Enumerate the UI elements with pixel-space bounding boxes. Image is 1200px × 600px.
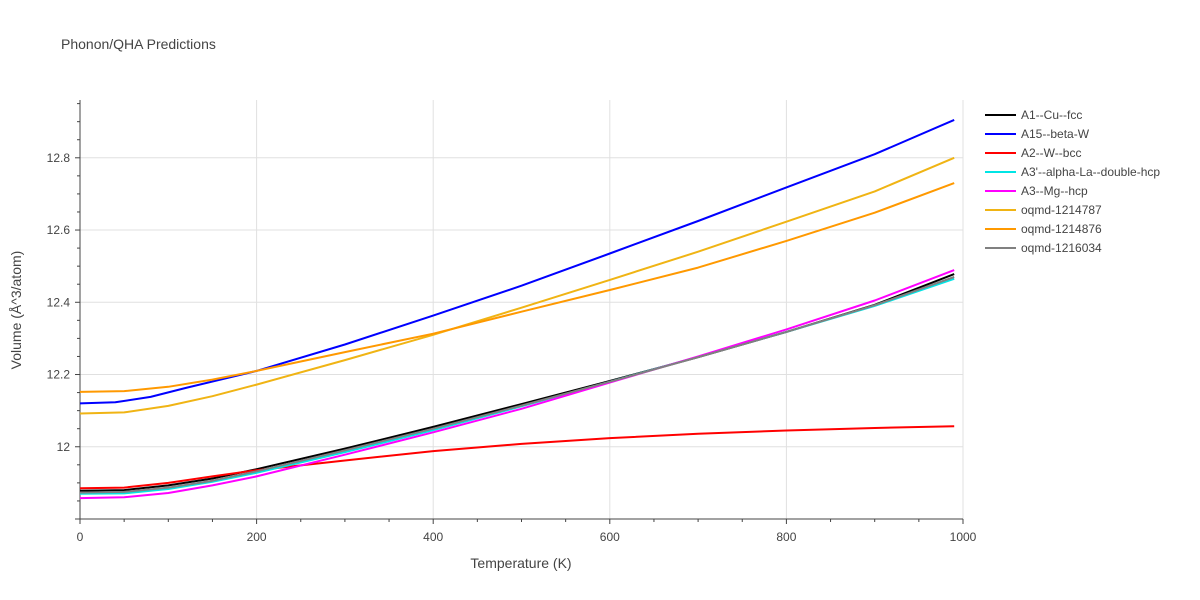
- x-axis-title: Temperature (K): [470, 555, 571, 571]
- legend-label: oqmd-1214787: [1021, 202, 1102, 217]
- y-tick-label: 12.8: [47, 151, 71, 165]
- y-tick-label: 12.6: [47, 223, 71, 237]
- legend-swatch: [985, 151, 1016, 154]
- y-tick-label: 12.2: [47, 368, 71, 382]
- y-axis-title: Volume (Å^3/atom): [8, 251, 24, 370]
- series-line-oqmd-1216034[interactable]: [79, 276, 955, 494]
- legend-swatch: [985, 170, 1016, 173]
- legend-swatch: [985, 113, 1016, 116]
- series-line-oqmd-1214787[interactable]: [79, 156, 955, 415]
- legend-item[interactable]: A2--W--bcc: [985, 143, 1160, 162]
- legend-swatch: [985, 132, 1016, 135]
- legend-label: A15--beta-W: [1021, 126, 1090, 141]
- legend-label: oqmd-1214876: [1021, 221, 1102, 236]
- legend-item[interactable]: oqmd-1214876: [985, 219, 1160, 238]
- legend-item[interactable]: A3'--alpha-La--double-hcp: [985, 162, 1160, 181]
- legend-item[interactable]: A3--Mg--hcp: [985, 181, 1160, 200]
- legend-label: A3'--alpha-La--double-hcp: [1021, 164, 1161, 179]
- x-tick-label: 200: [247, 530, 267, 544]
- series-line-a3-mg-hcp[interactable]: [79, 269, 955, 500]
- x-tick-label: 800: [776, 530, 796, 544]
- legend-item[interactable]: oqmd-1216034: [985, 238, 1160, 257]
- legend-item[interactable]: A15--beta-W: [985, 124, 1160, 143]
- x-tick-label: 400: [423, 530, 443, 544]
- y-tick-label: 12.4: [47, 295, 71, 309]
- legend-label: A1--Cu--fcc: [1021, 107, 1083, 122]
- series-lines: [79, 118, 955, 500]
- legend-swatch: [985, 189, 1016, 192]
- legend-item[interactable]: oqmd-1214787: [985, 200, 1160, 219]
- legend: A1--Cu--fcc A15--beta-W A2--W--bcc A3'--alp…: [985, 105, 1160, 257]
- axes: 0 200 400 600 800 1000 12 12.2 12.4 12.6 12.8: [47, 100, 977, 544]
- legend-swatch: [985, 246, 1016, 249]
- legend-item[interactable]: A1--Cu--fcc: [985, 105, 1160, 124]
- x-tick-label: 0: [77, 530, 84, 544]
- grid: [80, 100, 964, 519]
- chart-title: Phonon/QHA Predictions: [61, 36, 216, 52]
- series-line-a3-alpha-la-double-hcp[interactable]: [79, 277, 955, 495]
- legend-swatch: [985, 227, 1016, 230]
- legend-label: A3--Mg--hcp: [1021, 183, 1088, 198]
- y-tick-label: 12: [57, 440, 71, 454]
- series-line-a15-beta-w[interactable]: [79, 118, 955, 405]
- series-line-a2-w-bcc[interactable]: [79, 425, 955, 490]
- legend-swatch: [985, 208, 1016, 211]
- x-tick-label: 1000: [950, 530, 977, 544]
- legend-label: A2--W--bcc: [1021, 145, 1082, 160]
- legend-label: oqmd-1216034: [1021, 240, 1102, 255]
- series-line-oqmd-1214876[interactable]: [79, 182, 955, 393]
- x-tick-label: 600: [600, 530, 620, 544]
